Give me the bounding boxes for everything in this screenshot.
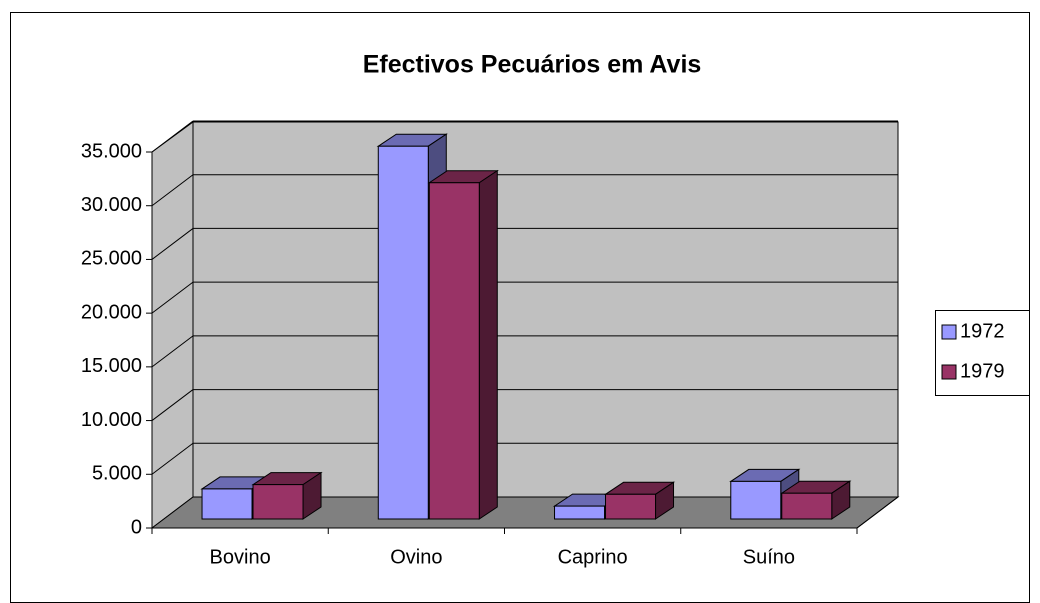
legend-swatch — [941, 324, 957, 340]
bar — [730, 480, 782, 520]
x-tick-label: Bovino — [210, 546, 271, 568]
bar — [201, 488, 253, 520]
legend-label: 1979 — [960, 360, 1005, 382]
side-wall — [151, 121, 194, 530]
bar — [554, 505, 606, 520]
back-wall — [192, 121, 899, 498]
y-tick-label: 35.000 — [81, 140, 142, 162]
x-tick-label: Ovino — [390, 546, 442, 568]
bar — [252, 484, 304, 520]
bar — [428, 182, 480, 520]
bar — [377, 145, 429, 520]
legend-label: 1972 — [960, 320, 1005, 342]
grid-line — [151, 442, 194, 475]
y-tick-label: 0 — [131, 516, 142, 538]
y-tick-label: 10.000 — [81, 409, 142, 431]
floor-edge — [856, 496, 899, 529]
y-tick-label: 20.000 — [81, 301, 142, 323]
grid-line — [151, 281, 194, 314]
grid-line — [151, 335, 194, 368]
legend — [935, 310, 1030, 396]
grid-line — [151, 174, 194, 207]
bar — [605, 493, 657, 520]
x-tick-label: Caprino — [558, 546, 628, 568]
bar — [781, 492, 833, 520]
grid-line — [151, 228, 194, 260]
y-tick-label: 15.000 — [81, 355, 142, 377]
y-tick-label: 5.000 — [92, 463, 142, 485]
y-tick-label: 25.000 — [81, 248, 142, 270]
y-tick-label: 30.000 — [81, 194, 142, 216]
bar-side — [478, 169, 498, 520]
grid-line — [151, 120, 194, 153]
plot-area — [150, 121, 900, 530]
chart-title: Efectivos Pecuários em Avis — [363, 51, 702, 79]
grid-line — [151, 389, 194, 421]
x-tick-label: Suíno — [743, 546, 795, 568]
legend-swatch — [941, 364, 957, 380]
